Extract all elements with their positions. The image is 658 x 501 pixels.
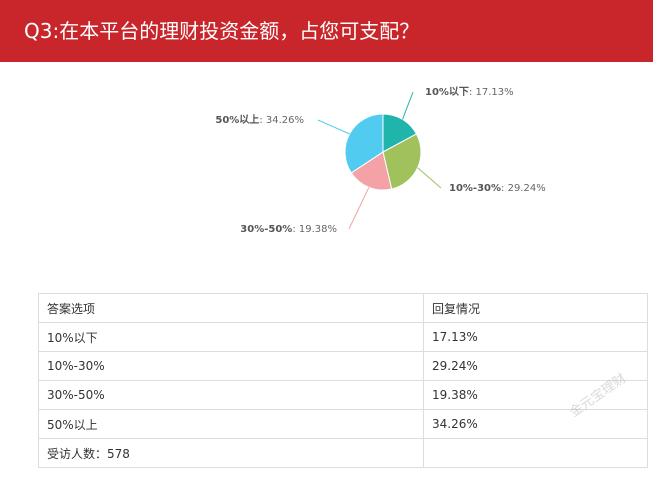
table-footer-empty [423, 438, 648, 468]
pie-slice-label: 50%以上: 34.26% [215, 113, 304, 126]
leader-line [348, 187, 370, 230]
leader-line [402, 91, 414, 120]
table-row: 10%以下 17.13% [38, 322, 648, 352]
table-row: 30%-50% 19.38% [38, 380, 648, 410]
question-header: Q3:在本平台的理财投资金额，占您可支配？ [0, 0, 653, 62]
table-cell-response: 17.13% [423, 322, 648, 352]
table-row: 50%以上 34.26% [38, 409, 648, 439]
leader-line [317, 119, 350, 135]
table-cell-option: 10%以下 [38, 322, 424, 352]
pie-slices [344, 113, 422, 191]
pie-slice-label: 10%以下: 17.13% [425, 86, 514, 98]
answer-table: 答案选项 回复情况 10%以下 17.13% 10%-30% 29.24% 30… [38, 293, 648, 468]
pie-slice-label: 30%-50%: 19.38% [240, 224, 337, 235]
question-title: Q3:在本平台的理财投资金额，占您可支配？ [24, 19, 420, 43]
table-cell-option: 10%-30% [38, 351, 424, 381]
pie-leader-lines [317, 91, 442, 230]
table-footer-row: 受访人数：578 [38, 438, 648, 468]
table-cell-option: 50%以上 [38, 409, 424, 439]
table-row: 10%-30% 29.24% [38, 351, 648, 381]
pie-slice [350, 151, 393, 191]
pie-labels: 10%以下: 17.13% 10%-30%: 29.24% 30%-50%: 19.… [215, 86, 545, 235]
table-header-response: 回复情况 [423, 293, 648, 323]
table-header-option: 答案选项 [38, 293, 424, 323]
pie-slice-label: 10%-30%: 29.24% [449, 183, 546, 194]
pie-chart: 10%以下: 17.13% 10%-30%: 29.24% 30%-50%: 19.… [215, 86, 545, 235]
respondent-count: 受访人数：578 [38, 438, 424, 468]
table-header-row: 答案选项 回复情况 [38, 293, 648, 323]
table-cell-response: 34.26% [423, 409, 648, 439]
leader-line [417, 167, 442, 189]
table-cell-option: 30%-50% [38, 380, 424, 410]
